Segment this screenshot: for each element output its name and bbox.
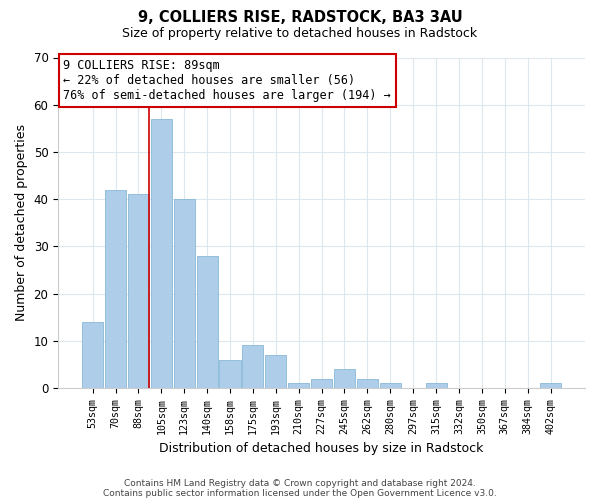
Bar <box>151 119 172 388</box>
Bar <box>105 190 126 388</box>
Text: Contains HM Land Registry data © Crown copyright and database right 2024.: Contains HM Land Registry data © Crown c… <box>124 478 476 488</box>
Text: Contains public sector information licensed under the Open Government Licence v3: Contains public sector information licen… <box>103 488 497 498</box>
Text: 9, COLLIERS RISE, RADSTOCK, BA3 3AU: 9, COLLIERS RISE, RADSTOCK, BA3 3AU <box>137 10 463 25</box>
Y-axis label: Number of detached properties: Number of detached properties <box>15 124 28 321</box>
X-axis label: Distribution of detached houses by size in Radstock: Distribution of detached houses by size … <box>160 442 484 455</box>
Bar <box>288 383 309 388</box>
Bar <box>82 322 103 388</box>
Bar <box>128 194 149 388</box>
Bar <box>242 346 263 388</box>
Bar <box>540 383 561 388</box>
Bar <box>220 360 241 388</box>
Bar <box>265 355 286 388</box>
Bar <box>197 256 218 388</box>
Text: 9 COLLIERS RISE: 89sqm
← 22% of detached houses are smaller (56)
76% of semi-det: 9 COLLIERS RISE: 89sqm ← 22% of detached… <box>64 59 391 102</box>
Bar <box>425 383 446 388</box>
Bar <box>173 199 195 388</box>
Bar <box>311 378 332 388</box>
Bar <box>357 378 378 388</box>
Bar <box>334 369 355 388</box>
Text: Size of property relative to detached houses in Radstock: Size of property relative to detached ho… <box>122 28 478 40</box>
Bar <box>380 383 401 388</box>
